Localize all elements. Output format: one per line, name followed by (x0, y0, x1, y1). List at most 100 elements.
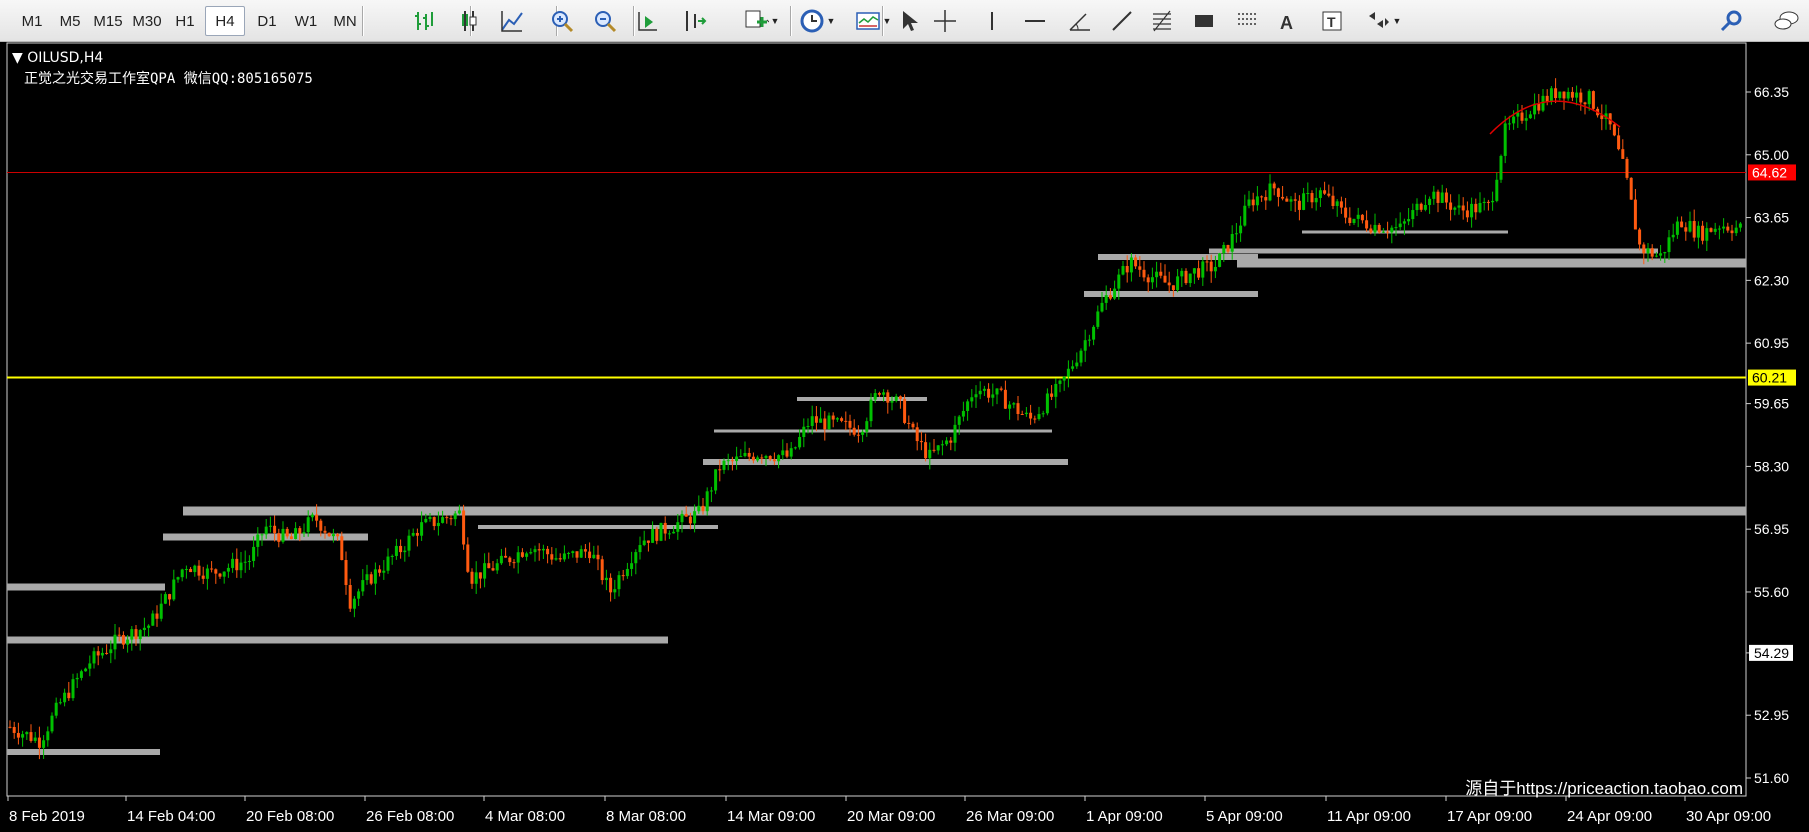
add-indicator-icon[interactable] (741, 6, 771, 36)
candle-body (1495, 179, 1499, 201)
timeframe-m5[interactable]: M5 (59, 12, 81, 30)
candle-body (1087, 339, 1091, 341)
candle-body (42, 740, 46, 748)
auto-scroll-icon[interactable] (633, 6, 663, 36)
crosshair-icon[interactable] (930, 6, 960, 36)
candlestick-chart-icon[interactable] (453, 6, 483, 36)
dropdown-arrow-icon[interactable]: ▼ (1392, 16, 1402, 26)
candle-body (982, 388, 986, 391)
periods-clock-icon[interactable] (797, 6, 827, 36)
line-chart-icon[interactable] (497, 6, 527, 36)
candle-body (201, 575, 205, 579)
arrows-icon[interactable] (1363, 6, 1393, 36)
collapse-triangle-icon[interactable]: ▼ (12, 50, 23, 66)
timeframe-m30[interactable]: M30 (132, 12, 162, 30)
templates-icon[interactable] (853, 6, 883, 36)
candle-body (105, 652, 109, 654)
candle-body (1226, 244, 1230, 252)
zoom-in-icon[interactable] (547, 6, 577, 36)
candle-body (117, 634, 121, 636)
trendline-icon[interactable] (1107, 6, 1137, 36)
timeframe-h4[interactable]: H4 (205, 6, 245, 36)
dropdown-arrow-icon[interactable]: ▼ (826, 16, 836, 26)
vertical-line-icon[interactable] (977, 6, 1007, 36)
horizontal-line-icon[interactable] (1020, 6, 1050, 36)
candle-body (646, 540, 650, 543)
text-label-icon[interactable]: T (1317, 6, 1347, 36)
chart-shift-icon[interactable] (679, 6, 709, 36)
candle-body (273, 525, 277, 534)
price-marker-box (1748, 164, 1796, 181)
candle-body (1692, 221, 1696, 238)
candle-body (1617, 135, 1621, 150)
timeframe-m15[interactable]: M15 (93, 12, 123, 30)
dropdown-arrow-icon[interactable]: ▼ (770, 16, 780, 26)
candle-body (693, 511, 697, 524)
sr-zone (1209, 248, 1658, 254)
text-icon[interactable]: A (1272, 6, 1302, 36)
rectangle-icon[interactable] (1189, 6, 1219, 36)
price-chart[interactable]: 66.35 65.00 63.65 62.30 60.95 59.65 58.30 56.95… (0, 42, 1809, 832)
candle-body (1230, 234, 1234, 252)
price-label: 58.30 (1754, 458, 1789, 474)
candle-body (1129, 257, 1133, 273)
candle-body (999, 388, 1003, 390)
fibonacci-icon[interactable] (1148, 6, 1178, 36)
search-icon[interactable] (1717, 6, 1747, 36)
price-marker-box (1748, 369, 1796, 386)
sr-zone (183, 506, 1746, 516)
candle-body (1302, 193, 1306, 210)
candle-body (1163, 275, 1167, 283)
timeframe-mn[interactable]: MN (333, 12, 357, 30)
angle-line-icon[interactable] (1065, 6, 1095, 36)
candle-body (71, 679, 75, 699)
candle-body (1121, 266, 1125, 275)
candle-body (394, 545, 398, 556)
candle-body (798, 437, 802, 448)
candle-body (1541, 95, 1545, 111)
candle-body (256, 534, 260, 547)
chat-icon[interactable] (1771, 6, 1801, 36)
price-label: 55.60 (1754, 584, 1789, 600)
toolbar-separator (633, 6, 635, 36)
candle-body (1701, 225, 1705, 241)
candle-body (701, 505, 705, 512)
price-label: 52.95 (1754, 707, 1789, 723)
price-marker-label: 64.62 (1752, 164, 1787, 180)
candle-body (478, 572, 482, 579)
candle-body (1705, 228, 1709, 241)
candle-body (928, 449, 932, 459)
candle-body (445, 517, 449, 519)
cursor-icon[interactable] (893, 6, 923, 36)
timeframe-d1[interactable]: D1 (257, 12, 277, 30)
candle-body (617, 575, 621, 590)
candle-body (470, 571, 474, 584)
candle-body (1255, 196, 1259, 206)
equidistant-channel-icon[interactable] (1233, 6, 1263, 36)
candle-body (420, 522, 424, 536)
candle-body (260, 534, 264, 536)
candle-body (298, 528, 302, 534)
candle-body (588, 551, 592, 559)
candle-body (344, 560, 348, 586)
candle-body (940, 444, 944, 446)
candle-body (1192, 268, 1196, 274)
timeframe-h1[interactable]: H1 (175, 12, 195, 30)
chart-window[interactable]: 66.35 65.00 63.65 62.30 60.95 59.65 58.30 56.95… (0, 42, 1809, 832)
candle-body (1444, 192, 1448, 203)
candle-body (386, 556, 390, 571)
candle-body (512, 562, 516, 564)
candle-body (92, 651, 96, 664)
candle-body (302, 532, 306, 534)
bar-chart-icon[interactable] (410, 6, 440, 36)
candle-body (1365, 220, 1369, 229)
timeframe-w1[interactable]: W1 (294, 12, 318, 30)
zoom-out-icon[interactable] (590, 6, 620, 36)
candle-body (575, 551, 579, 558)
candle-body (911, 423, 915, 428)
candle-body (1243, 205, 1247, 226)
dropdown-arrow-icon[interactable]: ▼ (882, 16, 892, 26)
price-label: 56.95 (1754, 521, 1789, 537)
timeframe-m1[interactable]: M1 (21, 12, 43, 30)
candle-body (147, 625, 151, 628)
